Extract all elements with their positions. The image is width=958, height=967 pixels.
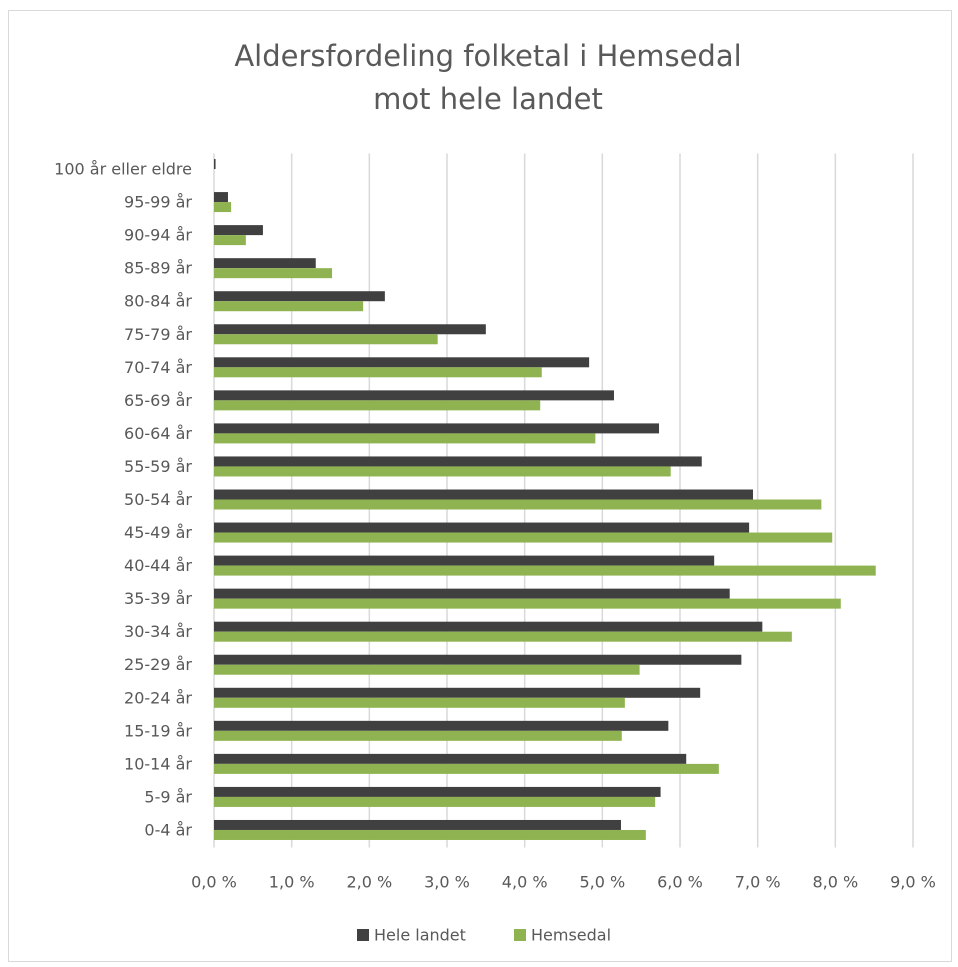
y-tick-label: 50-54 år bbox=[124, 490, 192, 509]
bar bbox=[214, 489, 754, 500]
bar bbox=[214, 159, 216, 170]
bar bbox=[214, 390, 614, 401]
x-tick-label: 0,0 % bbox=[191, 873, 237, 892]
y-tick-label: 45-49 år bbox=[124, 523, 192, 542]
x-tick-label: 7,0 % bbox=[735, 873, 781, 892]
bar bbox=[214, 697, 625, 708]
bar bbox=[214, 268, 333, 279]
y-tick-label: 15-19 år bbox=[124, 721, 192, 740]
bar bbox=[214, 192, 228, 203]
bar bbox=[214, 357, 590, 368]
y-tick-label: 95-99 år bbox=[124, 193, 192, 212]
y-tick-label: 60-64 år bbox=[124, 424, 192, 443]
bar bbox=[214, 664, 640, 675]
y-tick-label: 70-74 år bbox=[124, 358, 192, 377]
y-tick-label: 65-69 år bbox=[124, 391, 192, 410]
bar bbox=[214, 796, 656, 807]
bar bbox=[214, 423, 660, 434]
x-tick-label: 6,0 % bbox=[657, 873, 703, 892]
bar bbox=[214, 258, 316, 269]
y-tick-label: 40-44 år bbox=[124, 556, 192, 575]
bar bbox=[214, 819, 621, 830]
bar bbox=[214, 334, 438, 345]
y-tick-label: 90-94 år bbox=[124, 226, 192, 245]
bar bbox=[214, 324, 486, 335]
y-tick-label: 55-59 år bbox=[124, 457, 192, 476]
bar bbox=[214, 532, 833, 543]
y-tick-label: 25-29 år bbox=[124, 655, 192, 674]
x-tick-label: 3,0 % bbox=[424, 873, 470, 892]
bar bbox=[214, 235, 246, 246]
chart-title: mot hele landet bbox=[373, 82, 603, 116]
bar bbox=[214, 730, 622, 741]
y-tick-label: 75-79 år bbox=[124, 325, 192, 344]
y-tick-label: 85-89 år bbox=[124, 259, 192, 278]
y-tick-label: 100 år eller eldre bbox=[54, 160, 192, 179]
y-tick-label: 35-39 år bbox=[124, 589, 192, 608]
bar bbox=[214, 466, 671, 477]
bar bbox=[214, 786, 661, 797]
x-tick-label: 4,0 % bbox=[502, 873, 548, 892]
bar bbox=[214, 291, 385, 302]
bar bbox=[214, 456, 702, 467]
y-tick-label: 5-9 år bbox=[144, 787, 192, 806]
chart-title: Aldersfordeling folketal i Hemsedal bbox=[234, 39, 741, 73]
bar bbox=[214, 367, 542, 378]
bar bbox=[214, 829, 646, 840]
bar bbox=[214, 565, 876, 576]
bar bbox=[214, 522, 750, 533]
bar bbox=[214, 720, 669, 731]
y-tick-label: 30-34 år bbox=[124, 622, 192, 641]
legend-swatch bbox=[514, 929, 526, 941]
bar bbox=[214, 301, 364, 312]
bar bbox=[214, 621, 763, 632]
bar bbox=[214, 555, 715, 566]
bar bbox=[214, 588, 730, 599]
y-tick-label: 10-14 år bbox=[124, 754, 192, 773]
bar bbox=[214, 763, 719, 774]
y-tick-label: 80-84 år bbox=[124, 292, 192, 311]
x-tick-label: 8,0 % bbox=[812, 873, 858, 892]
x-tick-label: 1,0 % bbox=[269, 873, 315, 892]
bar bbox=[214, 400, 541, 411]
bar bbox=[214, 499, 822, 510]
bar bbox=[214, 433, 596, 444]
legend-swatch bbox=[357, 929, 369, 941]
legend-label: Hemsedal bbox=[531, 926, 611, 945]
bar bbox=[214, 598, 841, 609]
chart-border bbox=[8, 10, 952, 962]
bar bbox=[214, 753, 687, 764]
x-tick-label: 9,0 % bbox=[890, 873, 936, 892]
bar bbox=[214, 687, 701, 698]
bar bbox=[214, 225, 263, 236]
bar bbox=[214, 654, 742, 665]
y-tick-label: 20-24 år bbox=[124, 688, 192, 707]
bar bbox=[214, 631, 792, 642]
legend-label: Hele landet bbox=[374, 926, 466, 945]
x-tick-label: 5,0 % bbox=[579, 873, 625, 892]
bar bbox=[214, 202, 232, 213]
x-tick-label: 2,0 % bbox=[346, 873, 392, 892]
y-tick-label: 0-4 år bbox=[144, 820, 192, 839]
